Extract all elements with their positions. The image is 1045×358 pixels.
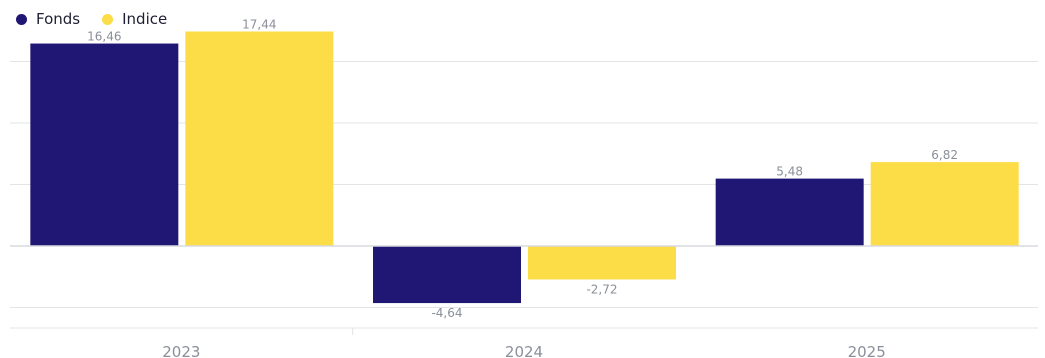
legend: Fonds Indice (16, 9, 167, 29)
bar-fonds-2025 (715, 178, 864, 246)
legend-label-indice: Indice (122, 10, 168, 28)
legend-marker-fonds (16, 13, 27, 25)
bar-fonds-2023 (30, 43, 179, 247)
data-label-indice-2024: -2,72 (586, 282, 617, 296)
legend-item-indice[interactable]: Indice (102, 10, 167, 28)
bar-indice-2025 (870, 162, 1019, 246)
x-tick-label-2023: 2023 (162, 343, 200, 358)
bar-fonds-2024 (373, 246, 521, 304)
legend-item-fonds[interactable]: Fonds (16, 10, 80, 28)
x-tick-label-2025: 2025 (848, 343, 886, 358)
data-label-fonds-2023: 16,46 (87, 30, 121, 44)
data-label-indice-2023: 17,44 (242, 17, 276, 31)
bar-indice-2023 (185, 31, 334, 246)
data-label-fonds-2025: 5,48 (776, 165, 803, 179)
bar-indice-2024 (528, 246, 676, 280)
data-label-fonds-2024: -4,64 (431, 306, 462, 320)
x-tick-label-2024: 2024 (505, 343, 543, 358)
legend-label-fonds: Fonds (36, 10, 81, 28)
data-label-indice-2025: 6,82 (931, 148, 958, 162)
legend-marker-indice (102, 13, 114, 25)
